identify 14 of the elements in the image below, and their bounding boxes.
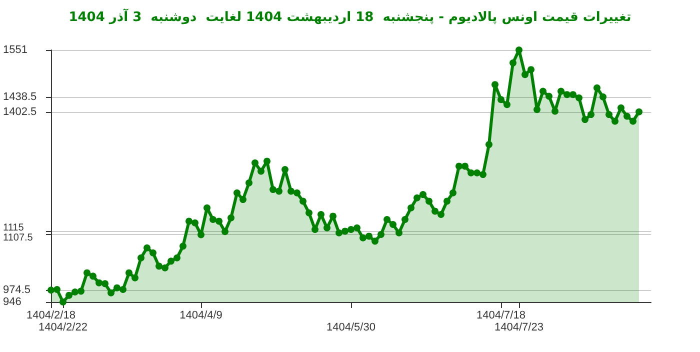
x-tick-label: 1404/2/22 [38,322,88,334]
y-tick-label: 946 [3,296,22,308]
y-tick-label: 1551 [3,44,28,56]
x-tick-label: 1404/2/18 [26,310,76,322]
x-tick-label: 1404/4/9 [180,310,222,322]
chart-title: تغییرات قیمت اونس پالادیوم - پنجشنبه 18 اردیبهشت 1404 لغایت دوشنبه 3 آذر 1404 [68,8,632,25]
y-tick-label: 1115 [3,222,24,234]
x-tick-label: 1404/7/18 [476,310,526,322]
y-tick-label: 974.5 [3,284,31,296]
x-tick-label: 1404/7/23 [494,322,544,334]
y-tick-label: 1438.5 [3,90,37,103]
y-tick-label: 1107.5 [3,232,34,244]
y-tick-label: 1402.5 [3,106,37,118]
x-tick-label: 1404/5/30 [326,322,376,334]
